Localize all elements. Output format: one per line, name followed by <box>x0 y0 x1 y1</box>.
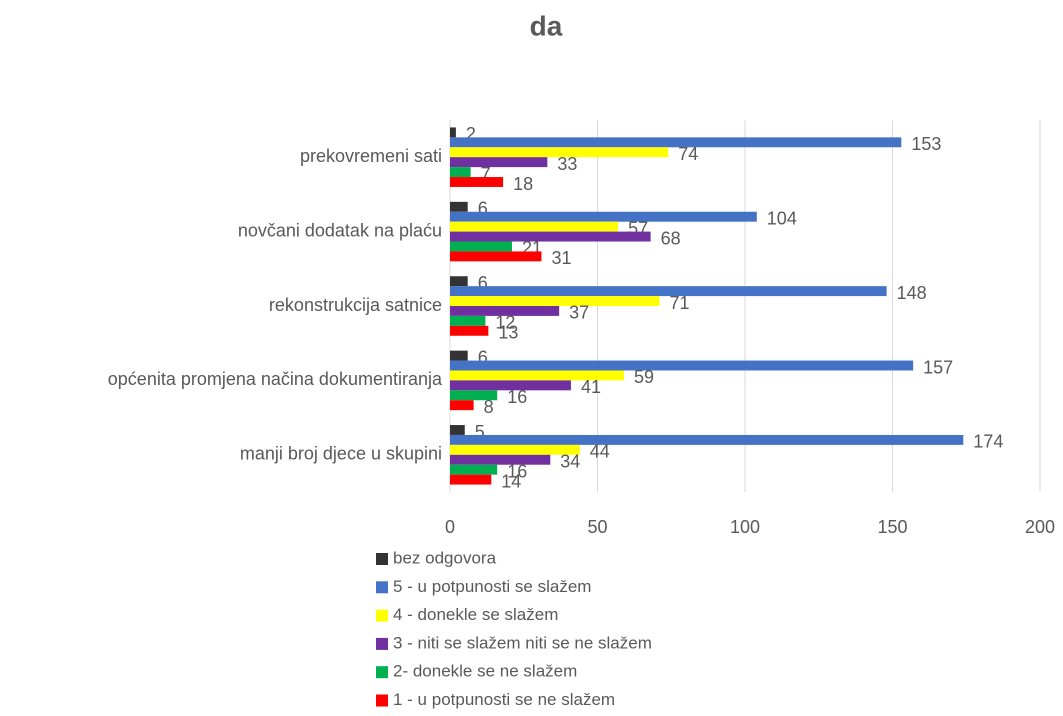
bar <box>450 360 914 371</box>
y-tick-label: prekovremeni sati <box>300 146 442 166</box>
data-label: 16 <box>507 387 527 407</box>
legend-label: 2- donekle se ne slažem <box>393 662 577 681</box>
data-label: 33 <box>557 154 577 174</box>
bar <box>450 315 486 326</box>
legend-label: 4 - donekle se slažem <box>393 605 558 624</box>
bar <box>450 157 548 168</box>
data-label: 13 <box>498 323 518 343</box>
legend-swatch <box>376 637 388 650</box>
data-label: 6 <box>478 199 488 219</box>
data-label: 41 <box>581 377 601 397</box>
bar <box>450 390 498 401</box>
data-label: 8 <box>484 397 494 417</box>
bar <box>450 276 468 287</box>
data-label: 148 <box>897 283 927 303</box>
bar <box>450 400 474 411</box>
data-label: 7 <box>481 164 491 184</box>
x-tick-label: 200 <box>1025 517 1055 537</box>
data-label: 2 <box>466 124 476 144</box>
bar <box>450 464 498 475</box>
bar <box>450 211 757 222</box>
data-label: 6 <box>478 347 488 367</box>
data-label: 31 <box>551 248 571 268</box>
bar <box>450 444 580 455</box>
legend-swatch <box>376 581 388 594</box>
bar <box>450 350 468 361</box>
legend-swatch <box>376 553 388 565</box>
x-tick-label: 50 <box>587 517 607 537</box>
data-label: 18 <box>513 174 533 194</box>
x-tick-label: 150 <box>877 517 907 537</box>
bar <box>450 434 964 445</box>
data-label: 71 <box>669 293 689 313</box>
data-label: 59 <box>634 367 654 387</box>
legend-swatch <box>376 666 388 679</box>
bar <box>450 177 504 187</box>
data-label: 34 <box>560 452 580 472</box>
bar <box>450 147 669 158</box>
data-label: 153 <box>911 134 941 154</box>
bar <box>450 231 651 242</box>
bar <box>450 380 571 391</box>
x-tick-label: 100 <box>730 517 760 537</box>
bar <box>450 167 471 178</box>
data-label: 68 <box>661 228 681 248</box>
bar <box>450 306 560 316</box>
bar <box>450 370 625 381</box>
bar <box>450 241 512 252</box>
bar <box>450 286 887 297</box>
legend-label: bez odgovora <box>393 548 497 567</box>
legend-swatch <box>376 694 388 707</box>
data-label: 174 <box>973 432 1003 452</box>
data-label: 44 <box>590 442 610 462</box>
data-label: 74 <box>678 144 698 164</box>
legend-label: 5 - u potpunosti se slažem <box>393 577 591 596</box>
bar <box>450 474 492 485</box>
bar <box>450 325 489 336</box>
legend-swatch <box>376 609 388 622</box>
bar <box>450 221 619 232</box>
y-tick-label: manji broj djece u skupini <box>240 444 442 464</box>
data-label: 104 <box>767 208 797 228</box>
bar <box>450 425 465 435</box>
bar <box>450 201 468 212</box>
y-tick-label: općenita promjena načina dokumentiranja <box>108 369 443 389</box>
data-label: 37 <box>569 303 589 323</box>
data-label: 14 <box>501 471 521 491</box>
legend-label: 3 - niti se slažem niti se ne slažem <box>393 633 652 652</box>
bar <box>450 127 456 138</box>
bar <box>450 296 660 306</box>
data-label: 16 <box>507 461 527 481</box>
bar <box>450 251 542 262</box>
data-label: 12 <box>495 313 515 333</box>
data-label: 157 <box>923 357 953 377</box>
legend-label: 1 - u potpunosti se ne slažem <box>393 690 615 709</box>
bar <box>450 454 551 465</box>
data-label: 5 <box>475 422 485 442</box>
y-tick-label: rekonstrukcija satnice <box>269 295 442 315</box>
bar <box>450 137 902 148</box>
x-tick-label: 0 <box>445 517 455 537</box>
data-label: 6 <box>478 273 488 293</box>
y-tick-label: novčani dodatak na plaću <box>238 220 442 240</box>
chart-title: da <box>530 10 563 41</box>
